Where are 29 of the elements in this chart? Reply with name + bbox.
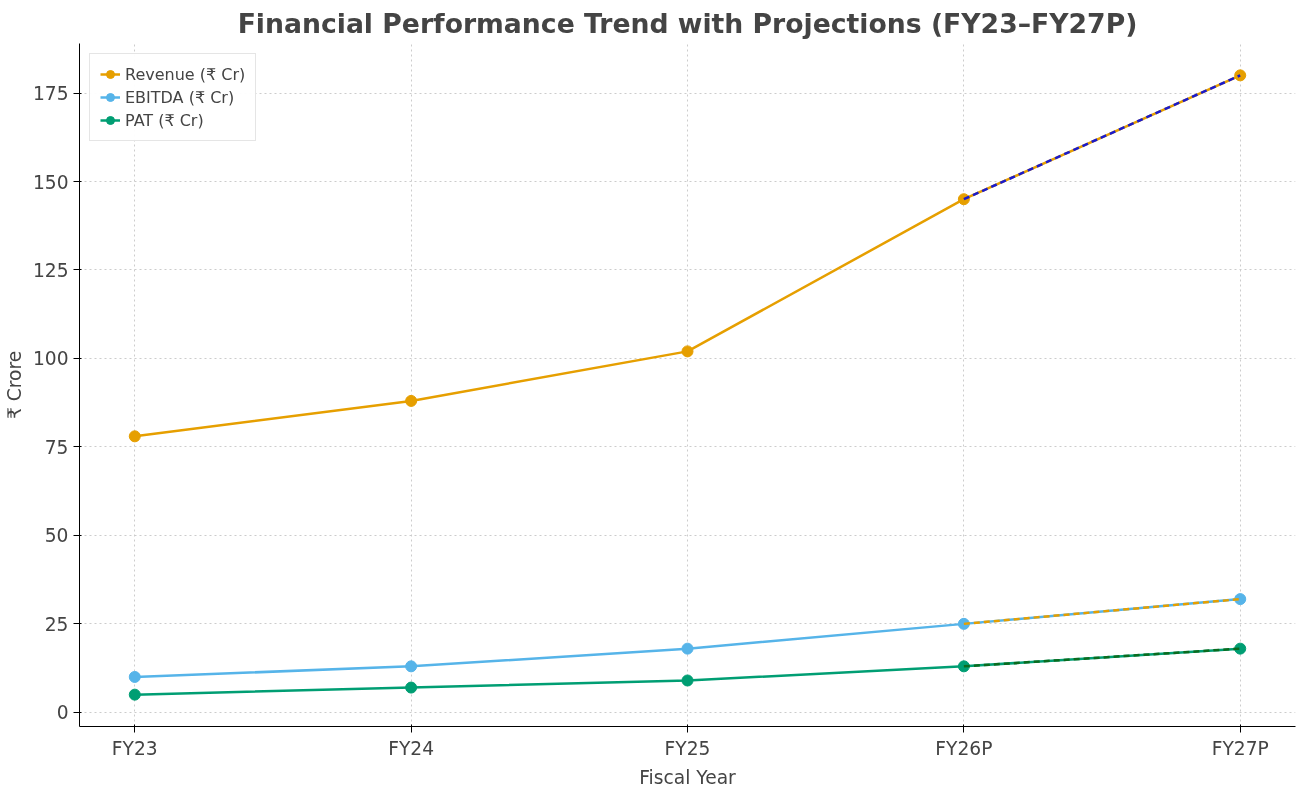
x-tick-label: FY27P <box>1211 737 1269 759</box>
y-tick-label: 25 <box>44 613 69 635</box>
legend-label: Revenue (₹ Cr) <box>125 64 246 84</box>
x-tick-label: FY26P <box>935 737 993 759</box>
y-tick-label: 125 <box>32 259 69 281</box>
y-tick-label: 0 <box>56 702 69 724</box>
point <box>128 430 141 443</box>
y-tick-label: 50 <box>44 525 69 547</box>
y-tick-label: 175 <box>32 83 69 105</box>
point <box>1234 69 1247 82</box>
x-tick-label: FY25 <box>664 737 711 759</box>
x-tick-label: FY24 <box>388 737 435 759</box>
point <box>681 642 694 655</box>
y-tick-label: 100 <box>32 348 69 370</box>
y-tick-label: 150 <box>32 171 69 193</box>
legend-label: EBITDA (₹ Cr) <box>125 87 235 107</box>
y-axis-title: ₹ Crore <box>3 350 25 420</box>
point <box>405 394 418 407</box>
x-axis-title: Fiscal Year <box>639 766 737 788</box>
chart-title: Financial Performance Trend with Projections (FY23–FY27P) <box>237 7 1138 39</box>
legend-label: PAT (₹ Cr) <box>125 110 204 130</box>
point <box>405 681 418 694</box>
point <box>681 674 694 687</box>
point <box>128 688 141 701</box>
x-tick-label: FY23 <box>111 737 158 759</box>
point <box>128 670 141 683</box>
point <box>405 660 418 673</box>
point <box>681 345 694 358</box>
y-tick-label: 75 <box>44 436 69 458</box>
